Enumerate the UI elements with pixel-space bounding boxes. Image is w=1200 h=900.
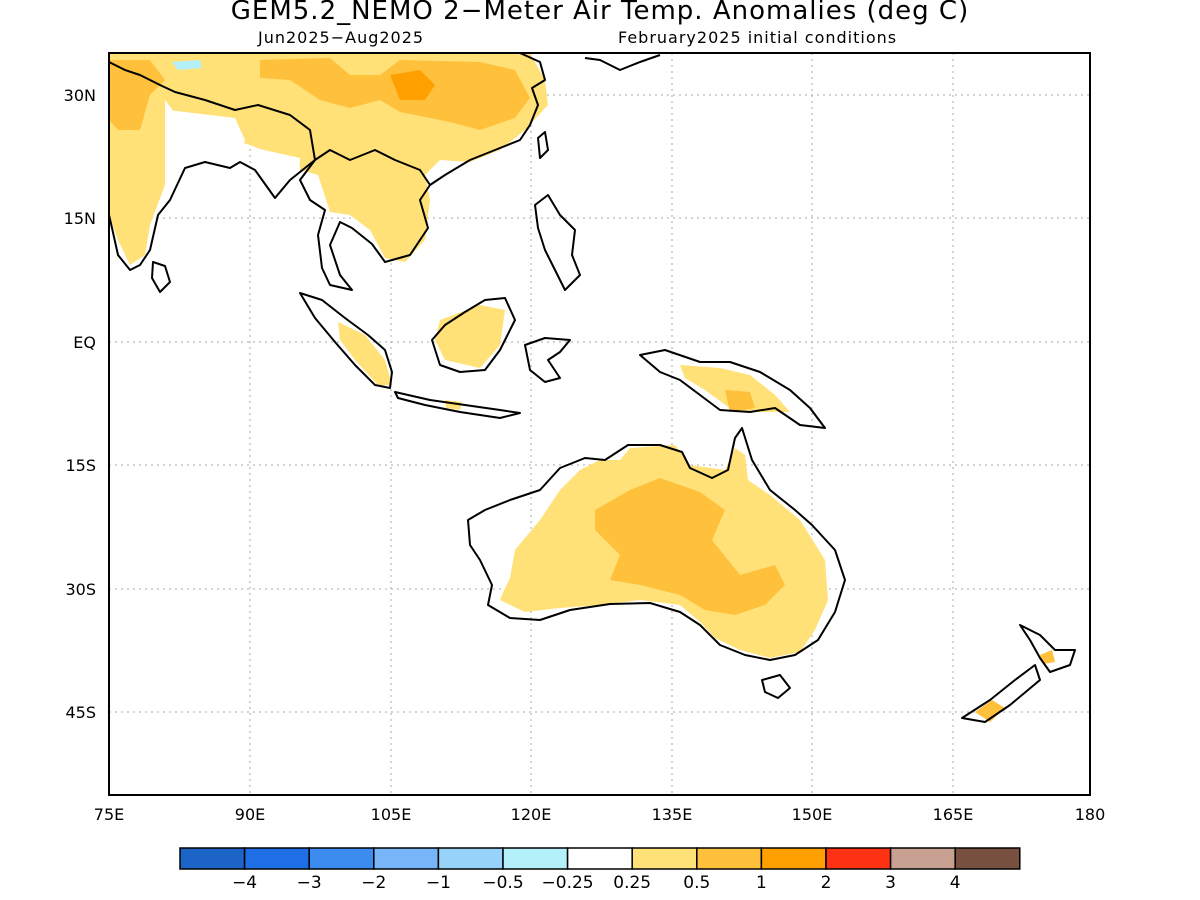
- lat-tick-label: 30N: [64, 86, 96, 105]
- india-moderate-anomaly: [109, 60, 165, 130]
- indochina-coast: [299, 149, 431, 291]
- india-coast: [109, 61, 316, 271]
- china-coast: [429, 53, 546, 186]
- lon-tick-label: 180: [1075, 805, 1106, 824]
- lat-tick-label: EQ: [73, 333, 96, 352]
- colorbar-swatch: [179, 847, 246, 870]
- colorbar-swatch: [696, 847, 763, 870]
- lon-tick-label: 90E: [235, 805, 265, 824]
- asia-no-anomaly-patch: [255, 148, 300, 205]
- forecast-period: Jun2025−Aug2025: [258, 28, 425, 47]
- colorbar-label: −0.5: [482, 873, 523, 893]
- colorbar-label: 0.25: [613, 873, 651, 893]
- lon-tick-label: 150E: [792, 805, 833, 824]
- colorbar-label: −1: [426, 873, 451, 893]
- australia-coast: [467, 427, 846, 661]
- australia-moderate-anomaly: [595, 478, 785, 615]
- colorbar-label: −0.25: [542, 873, 594, 893]
- gridlines: [108, 53, 1090, 795]
- taiwan-coast: [537, 131, 549, 159]
- borneo-coast: [431, 297, 516, 373]
- sumatra-anomaly: [338, 322, 392, 385]
- colorbar-swatch: [889, 847, 956, 870]
- lat-tick-label: 45S: [65, 703, 96, 722]
- newguinea-coast: [639, 349, 826, 429]
- nz-moderate-anomaly: [975, 700, 1005, 722]
- sumatra-coast: [299, 292, 393, 389]
- nz-moderate-anomaly: [1040, 650, 1055, 664]
- asia-no-anomaly-patch: [168, 110, 245, 180]
- srilanka-coast: [151, 261, 171, 293]
- colorbar-label: 3: [885, 873, 896, 893]
- java-coast: [394, 391, 521, 419]
- plot-frame: [108, 52, 1091, 796]
- sulawesi-coast: [524, 337, 571, 383]
- lon-tick-label: 135E: [652, 805, 693, 824]
- colorbar-label: 0.5: [683, 873, 710, 893]
- newguinea-anomaly: [680, 365, 790, 412]
- anomaly-fill: [109, 53, 1055, 722]
- asia-moderate-anomaly: [390, 70, 435, 100]
- colorbar-swatch: [502, 847, 569, 870]
- colorbar-label: 2: [821, 873, 832, 893]
- colorbar-swatch: [243, 847, 310, 870]
- initial-conditions: February2025 initial conditions: [618, 28, 898, 47]
- colorbar-label: 4: [950, 873, 961, 893]
- colorbar-swatch: [631, 847, 698, 870]
- colorbar-swatch: [308, 847, 375, 870]
- lat-tick-label: 15N: [64, 209, 96, 228]
- tasmania-coast: [761, 674, 791, 699]
- coastlines: [109, 53, 1076, 723]
- tibet-cool-patch: [172, 60, 202, 70]
- newguinea-moderate-anomaly: [725, 390, 755, 412]
- nz-north-coast: [1019, 624, 1076, 673]
- colorbar-swatch: [373, 847, 440, 870]
- philippines-coast: [534, 194, 581, 291]
- colorbar-swatch: [760, 847, 827, 870]
- map-title: GEM5.2_NEMO 2−Meter Air Temp. Anomalies …: [230, 0, 970, 26]
- colorbar-label: 1: [756, 873, 767, 893]
- colorbar-swatch: [566, 847, 633, 870]
- lon-tick-label: 105E: [371, 805, 412, 824]
- lat-tick-label: 30S: [65, 580, 96, 599]
- lat-tick-label: 15S: [65, 456, 96, 475]
- colorbar-label: −2: [361, 873, 386, 893]
- colorbar-label: −3: [297, 873, 322, 893]
- japan-coast: [584, 54, 661, 71]
- lon-tick-label: 120E: [511, 805, 552, 824]
- colorbar-label: −4: [232, 873, 257, 893]
- colorbar-swatch: [954, 847, 1021, 870]
- nz-south-coast: [961, 664, 1041, 723]
- colorbar-swatch: [825, 847, 892, 870]
- lon-tick-label: 165E: [933, 805, 974, 824]
- lon-tick-label: 75E: [94, 805, 124, 824]
- colorbar-swatch: [437, 847, 504, 870]
- asia-moderate-anomaly: [260, 58, 530, 130]
